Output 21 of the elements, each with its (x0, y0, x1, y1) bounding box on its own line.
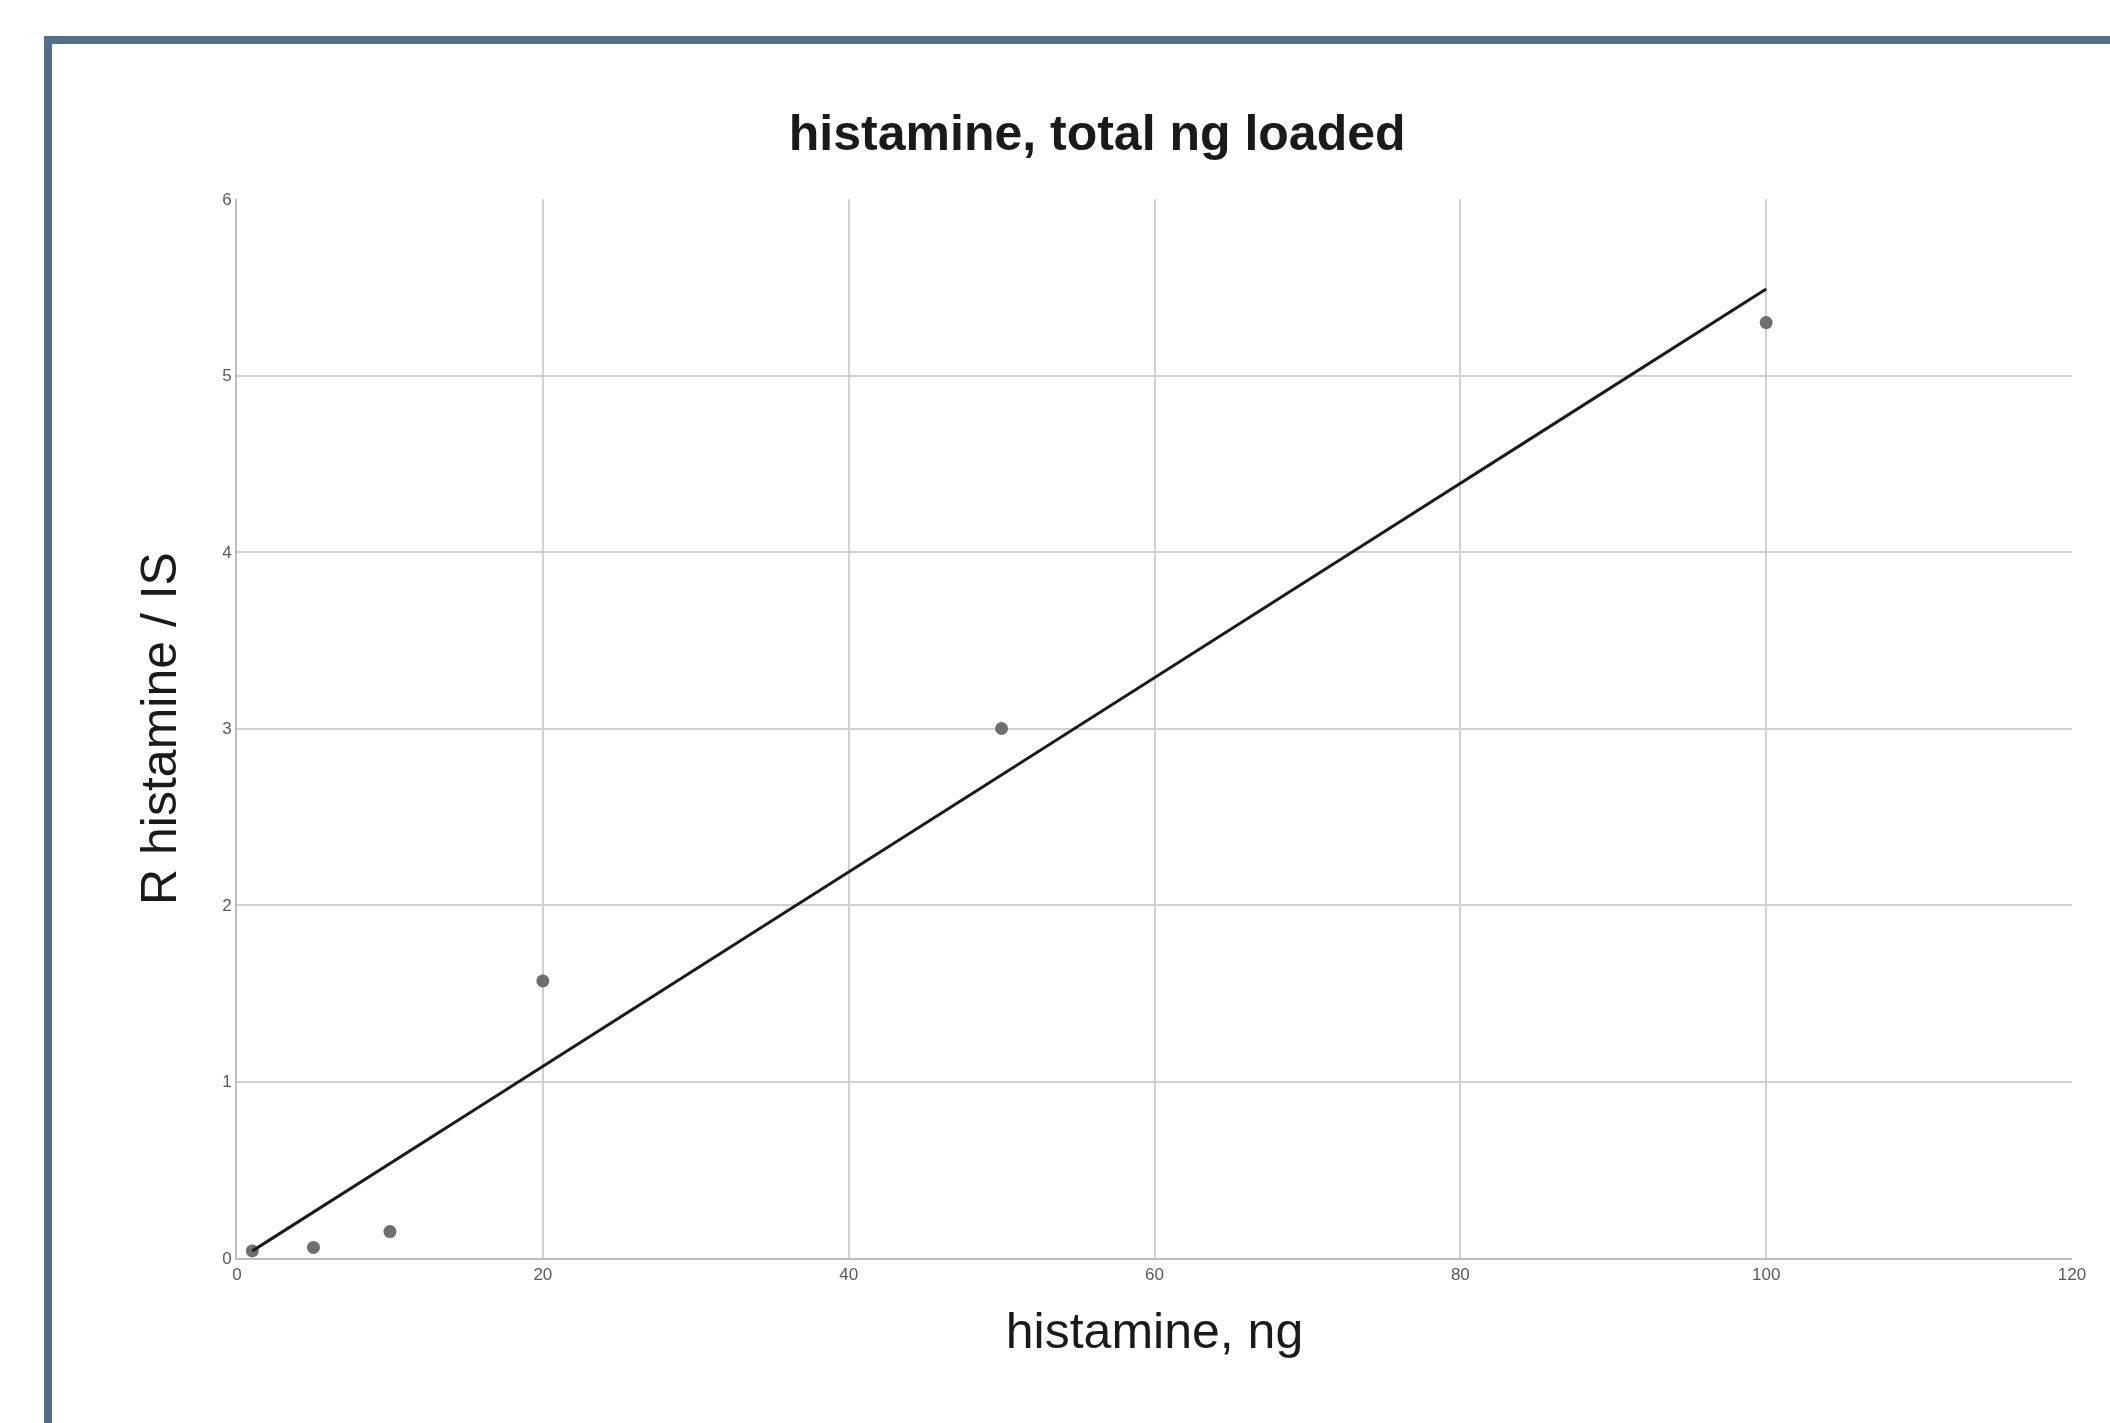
point (383, 1225, 397, 1239)
y-tick-label: 2 (222, 895, 232, 915)
x-tick-label: 80 (1450, 1265, 1470, 1285)
y-tick-label: 4 (222, 542, 232, 562)
y-tick-label: 6 (222, 189, 232, 209)
x-tick-label: 100 (1751, 1265, 1781, 1285)
point (995, 722, 1009, 735)
x-tick-label: 120 (2057, 1265, 2087, 1285)
point (306, 1240, 320, 1254)
y-tick-label: 0 (222, 1248, 232, 1268)
point (1759, 316, 1773, 330)
x-axis-title: histamine, ng (1005, 1303, 1304, 1360)
y-axis-title: R histamine / IS (130, 552, 187, 905)
y-tick-label: 1 (222, 1072, 232, 1092)
x-tick-label: 20 (533, 1265, 553, 1285)
chart-title: histamine, total ng loaded (788, 104, 1406, 161)
y-tick-label: 3 (222, 719, 232, 739)
point (536, 974, 550, 988)
y-tick-label: 5 (222, 366, 232, 386)
x-tick-label: 60 (1145, 1265, 1164, 1285)
x-tick-label: 40 (839, 1265, 859, 1285)
